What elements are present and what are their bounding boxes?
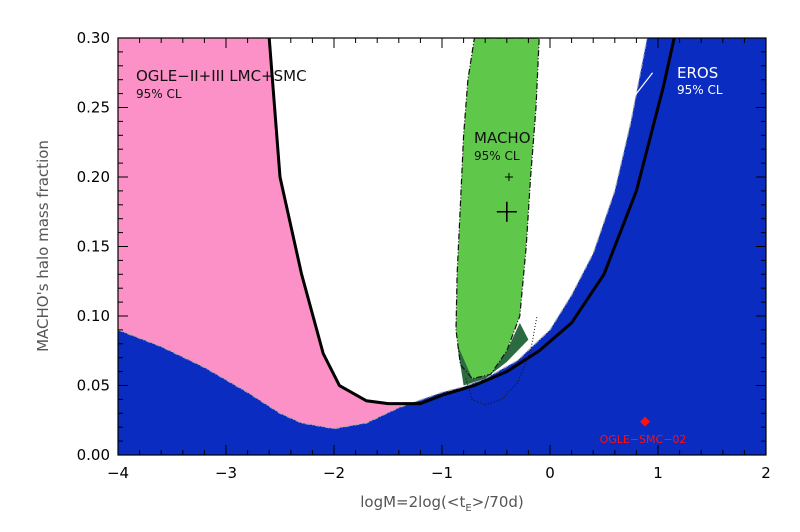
y-axis-label: MACHO's halo mass fraction [34,140,52,352]
eros-label: EROS [677,64,718,82]
ogle-limit-line [267,38,676,406]
eros-label-pointer [630,72,654,101]
x-tick-label: 2 [761,464,771,482]
y-tick-label: 0.15 [77,238,110,256]
y-tick-label: 0.25 [77,99,110,117]
plot-area [118,38,766,455]
x-tick-label: −3 [215,464,237,482]
y-tick-label: 0.05 [77,377,110,395]
axis-tick-labels: −4 −3 −2 −1 0 1 2 0.00 0.05 0.10 0.15 0.20 0.25 0.30 [77,29,771,482]
eros-cl-label: 95% CL [677,83,723,97]
ogle-cl-label: 95% CL [136,87,182,101]
macho-best-fit-marker [496,201,517,222]
x-tick-label: 1 [653,464,663,482]
allowed-blue-region [118,38,766,455]
eros-contour-line [118,38,648,430]
macho-secondary-marker [504,173,513,181]
ogle-excluded-region [118,38,421,429]
ogle-smc-02-marker [640,416,651,427]
y-tick-label: 0.00 [77,446,110,464]
macho-region [456,38,540,379]
x-axis-label: logM=2log(<tE>/70d) [360,493,524,514]
macho-label: MACHO [474,129,531,147]
macho-overlap-region [457,322,529,386]
y-tick-label: 0.10 [77,307,110,325]
y-tick-label: 0.20 [77,168,110,186]
macho-contour-line [455,38,540,380]
x-tick-label: −1 [431,464,453,482]
ogle-smc-02-label: OGLE−SMC−02 [600,433,687,446]
macho-cl-label: 95% CL [474,149,520,163]
x-tick-label: −2 [323,464,345,482]
x-tick-label: −4 [107,464,129,482]
y-tick-label: 0.30 [77,29,110,47]
ogle-label: OGLE−II+III LMC+SMC [136,67,307,85]
x-tick-label: 0 [545,464,555,482]
dotted-contour-line [465,315,538,406]
axis-ticks [117,37,767,456]
